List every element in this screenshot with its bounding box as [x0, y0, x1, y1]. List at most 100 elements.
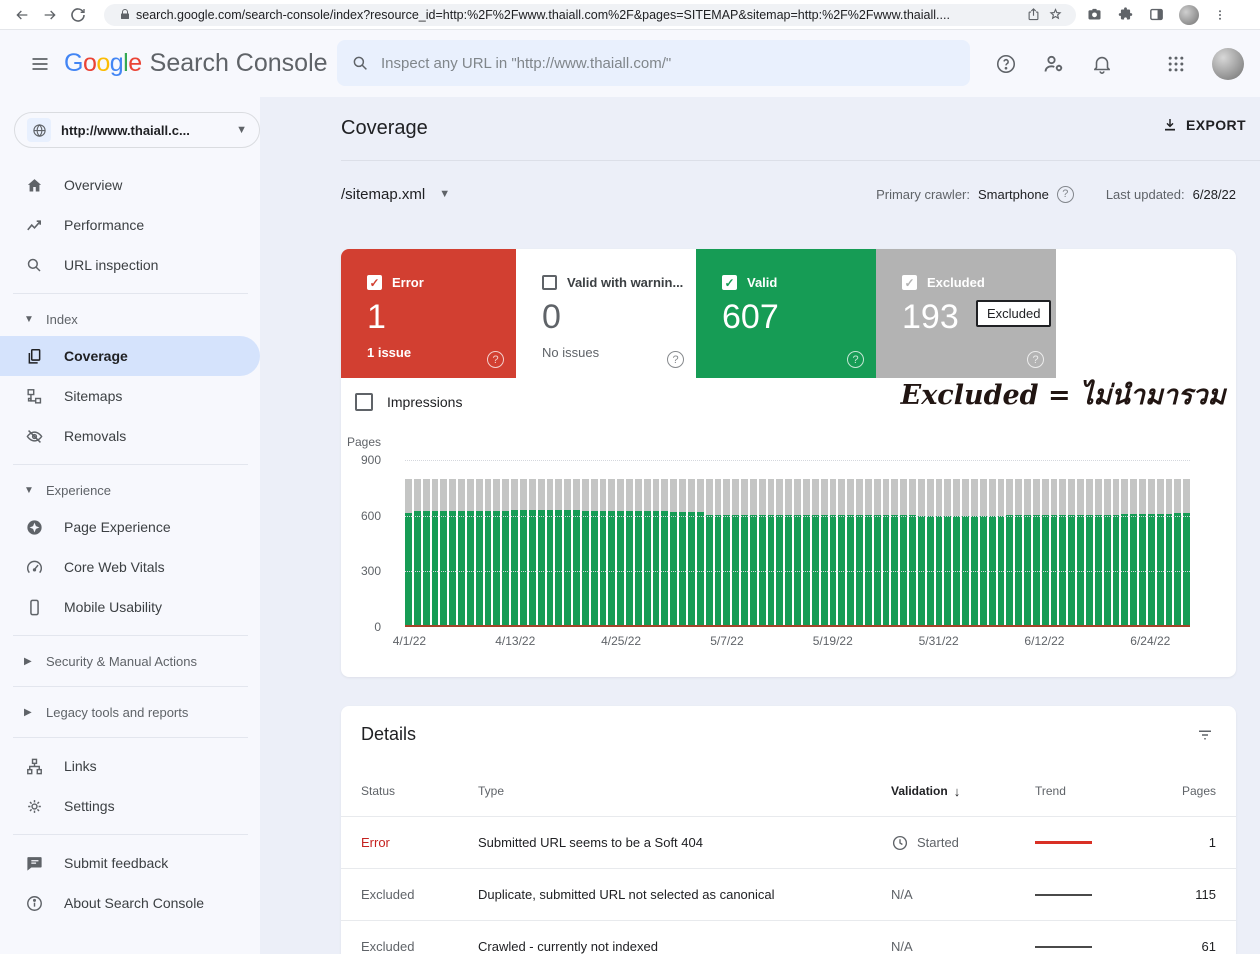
- google-apps-grid-icon[interactable]: [1152, 40, 1200, 88]
- bookmark-star-icon[interactable]: [1044, 5, 1066, 25]
- side-panel-icon[interactable]: [1148, 6, 1165, 23]
- notifications-bell-icon[interactable]: [1078, 40, 1126, 88]
- status-card-subtext: No issues: [542, 345, 600, 360]
- extensions-puzzle-icon[interactable]: [1117, 6, 1134, 23]
- status-cell: Error: [361, 835, 390, 850]
- chart-bar: [643, 460, 651, 627]
- user-settings-icon[interactable]: [1030, 40, 1078, 88]
- forward-icon[interactable]: [36, 3, 64, 27]
- status-card-label: Valid with warnin...: [567, 275, 684, 290]
- sidebar-item-performance[interactable]: Performance: [0, 205, 260, 245]
- google-logo: Google: [64, 49, 142, 77]
- checked-checkbox[interactable]: ✓: [367, 275, 382, 290]
- sidebar-section-security-manual-actions[interactable]: ▶ Security & Manual Actions: [0, 644, 260, 678]
- help-icon[interactable]: [982, 40, 1030, 88]
- browser-toolbar: search.google.com/search-console/index?r…: [0, 0, 1260, 30]
- export-button[interactable]: EXPORT: [1162, 117, 1246, 133]
- validation-cell: N/A: [891, 887, 913, 902]
- filter-icon[interactable]: [1196, 726, 1214, 744]
- column-header-trend[interactable]: Trend: [1035, 784, 1066, 798]
- sidebar-item-label: Coverage: [64, 348, 128, 364]
- validation-cell: N/A: [891, 939, 913, 954]
- sidebar-item-url-inspection[interactable]: URL inspection: [0, 245, 260, 285]
- sidebar-item-core-web-vitals[interactable]: Core Web Vitals: [0, 547, 260, 587]
- address-bar[interactable]: search.google.com/search-console/index?r…: [104, 3, 1076, 26]
- app-logo[interactable]: Google Search Console: [64, 49, 328, 78]
- column-header-status[interactable]: Status: [361, 784, 396, 798]
- back-icon[interactable]: [8, 3, 36, 27]
- sitemaps-icon: [24, 386, 44, 406]
- property-selector[interactable]: http://www.thaiall.c... ▼: [14, 112, 260, 148]
- help-icon[interactable]: [667, 351, 684, 368]
- impressions-checkbox[interactable]: [355, 393, 373, 411]
- checked-checkbox[interactable]: ✓: [902, 275, 917, 290]
- help-icon[interactable]: [487, 351, 504, 368]
- sidebar-item-about-search-console[interactable]: About Search Console: [0, 883, 260, 923]
- sidebar-item-page-experience[interactable]: Page Experience: [0, 507, 260, 547]
- status-card-error[interactable]: ✓ Error 1 1 issue: [341, 249, 516, 378]
- table-row[interactable]: Excluded Duplicate, submitted URL not sel…: [341, 868, 1236, 920]
- crawler-help-icon[interactable]: [1056, 185, 1074, 203]
- camera-extension-icon[interactable]: [1086, 6, 1103, 23]
- chart-bar: [785, 460, 793, 627]
- x-axis-tick: 4/1/22: [392, 634, 427, 648]
- account-avatar[interactable]: [1212, 47, 1244, 80]
- sidebar-item-label: Links: [64, 758, 97, 774]
- status-card-warnings[interactable]: Valid with warnin... 0 No issues: [516, 249, 696, 378]
- chart-bar: [511, 460, 518, 627]
- status-card-value: 1: [367, 298, 386, 336]
- chart-bar: [838, 460, 846, 627]
- help-icon[interactable]: [847, 351, 864, 368]
- chart-bar: [829, 460, 837, 627]
- performance-icon: [24, 215, 44, 235]
- column-header-type[interactable]: Type: [478, 784, 505, 798]
- sidebar-item-removals[interactable]: Removals: [0, 416, 260, 456]
- export-label: EXPORT: [1186, 117, 1246, 133]
- chart-bar: [431, 460, 439, 627]
- sidebar-item-overview[interactable]: Overview: [0, 165, 260, 205]
- chart-bar: [537, 460, 545, 627]
- impressions-toggle[interactable]: Impressions: [355, 393, 462, 411]
- sidebar-item-label: Core Web Vitals: [64, 559, 165, 575]
- trend-sparkline: [1035, 841, 1092, 844]
- table-row[interactable]: Error Submitted URL seems to be a Soft 40…: [341, 816, 1236, 868]
- sidebar-section-index[interactable]: ▼ Index: [0, 302, 260, 336]
- sidebar-item-submit-feedback[interactable]: Submit feedback: [0, 843, 260, 883]
- url-inspect-searchbox[interactable]: [337, 40, 970, 86]
- help-icon[interactable]: [1027, 351, 1044, 368]
- sidebar-section-experience[interactable]: ▼ Experience: [0, 473, 260, 507]
- browser-menu-icon[interactable]: [1213, 7, 1227, 23]
- sidebar-divider: [13, 737, 248, 738]
- y-axis-tick: 600: [360, 508, 381, 523]
- unchecked-checkbox[interactable]: [542, 275, 557, 290]
- status-card-label: Excluded: [927, 275, 985, 290]
- status-card-value: 0: [542, 298, 561, 336]
- status-cell: Excluded: [361, 887, 415, 902]
- sidebar-item-mobile-usability[interactable]: Mobile Usability: [0, 587, 260, 627]
- sidebar-item-links[interactable]: Links: [0, 746, 260, 786]
- hamburger-menu-icon[interactable]: [22, 46, 58, 82]
- caret-right-icon: ▶: [24, 655, 32, 667]
- share-icon[interactable]: [1022, 5, 1044, 25]
- sitemap-filter-dropdown[interactable]: /sitemap.xml ▼: [341, 186, 450, 203]
- table-row[interactable]: Excluded Crawled - currently not indexed N…: [341, 920, 1236, 954]
- gridline: [405, 571, 1190, 573]
- details-table-header: Status Type ValidationTrend Pages: [341, 766, 1236, 816]
- url-text[interactable]: search.google.com/search-console/index?r…: [136, 7, 950, 22]
- status-card-excluded[interactable]: ✓ Excluded 193 Excluded: [876, 249, 1056, 378]
- browser-profile-avatar[interactable]: [1179, 4, 1199, 25]
- sidebar-item-coverage[interactable]: Coverage: [0, 336, 260, 376]
- reload-icon[interactable]: [64, 3, 92, 27]
- chart-bar: [661, 460, 669, 627]
- status-card-valid[interactable]: ✓ Valid 607: [696, 249, 876, 378]
- column-header-pages[interactable]: Pages: [1181, 784, 1216, 798]
- sidebar-section-legacy-tools-and-reports[interactable]: ▶ Legacy tools and reports: [0, 695, 260, 729]
- url-inspect-input[interactable]: [381, 54, 956, 72]
- search-icon: [351, 54, 369, 72]
- chart-bar: [484, 460, 492, 627]
- sidebar-item-settings[interactable]: Settings: [0, 786, 260, 826]
- sidebar-item-sitemaps[interactable]: Sitemaps: [0, 376, 260, 416]
- checked-checkbox[interactable]: ✓: [722, 275, 737, 290]
- column-header-validation[interactable]: Validation: [891, 784, 1035, 799]
- sidebar-item-label: Page Experience: [64, 519, 171, 535]
